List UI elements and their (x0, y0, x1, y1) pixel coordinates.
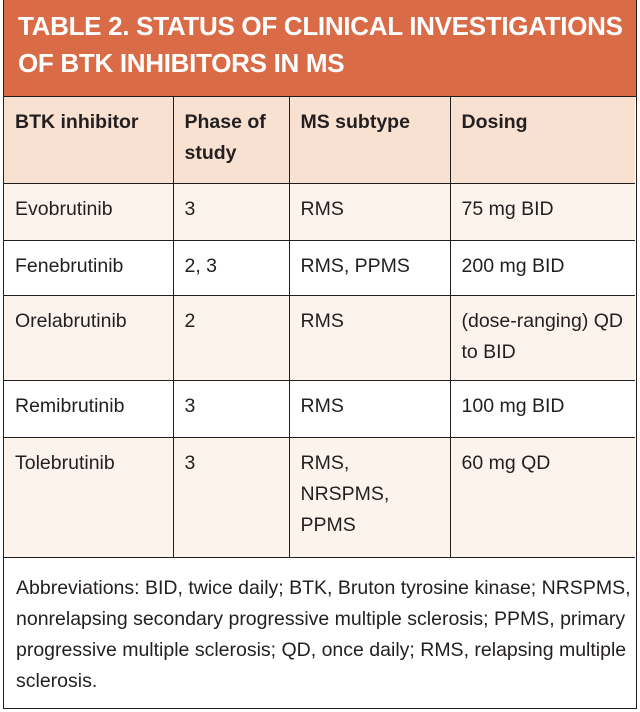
cell-phase: 2, 3 (172, 239, 290, 296)
abbreviations-footnote: Abbreviations: BID, twice daily; BTK, Br… (16, 577, 631, 692)
btk-table: BTK inhibitor Phase of study MS subtype … (4, 97, 635, 558)
cell-dosing: 100 mg BID (449, 379, 635, 438)
cell-dosing: 75 mg BID (449, 182, 635, 241)
cell-subtype: RMS, NRSPMS, PPMS (288, 436, 451, 558)
cell-subtype: RMS (288, 294, 451, 381)
cell-phase: 3 (172, 436, 290, 558)
cell-subtype: RMS, PPMS (288, 239, 451, 296)
col-header-inhibitor: BTK inhibitor (4, 97, 174, 184)
cell-dosing: 60 mg QD (449, 436, 635, 558)
cell-inhibitor: Remibrutinib (4, 379, 174, 438)
cell-dosing: 200 mg BID (449, 239, 635, 296)
cell-phase: 3 (172, 182, 290, 241)
table-row: Fenebrutinib 2, 3 RMS, PPMS 200 mg BID (4, 239, 635, 296)
table-row: Evobrutinib 3 RMS 75 mg BID (4, 182, 635, 241)
table-frame: TABLE 2. STATUS OF CLINICAL INVESTIGATIO… (3, 0, 637, 709)
cell-phase: 3 (172, 379, 290, 438)
title-bar: TABLE 2. STATUS OF CLINICAL INVESTIGATIO… (4, 0, 636, 97)
cell-dosing: (dose-ranging) QD to BID (449, 294, 635, 381)
table-title: TABLE 2. STATUS OF CLINICAL INVESTIGATIO… (18, 11, 623, 78)
cell-inhibitor: Fenebrutinib (4, 239, 174, 296)
cell-inhibitor: Tolebrutinib (4, 436, 174, 558)
cell-inhibitor: Orelabrutinib (4, 294, 174, 381)
col-header-dosing: Dosing (449, 97, 635, 184)
cell-subtype: RMS (288, 182, 451, 241)
cell-subtype: RMS (288, 379, 451, 438)
table-row: Tolebrutinib 3 RMS, NRSPMS, PPMS 60 mg Q… (4, 436, 635, 558)
table-row: Remibrutinib 3 RMS 100 mg BID (4, 379, 635, 438)
col-header-subtype: MS subtype (288, 97, 451, 184)
cell-inhibitor: Evobrutinib (4, 182, 174, 241)
table-row: Orelabrutinib 2 RMS (dose-ranging) QD to… (4, 294, 635, 381)
col-header-phase: Phase of study (172, 97, 290, 184)
cell-phase: 2 (172, 294, 290, 381)
header-row: BTK inhibitor Phase of study MS subtype … (4, 97, 635, 184)
